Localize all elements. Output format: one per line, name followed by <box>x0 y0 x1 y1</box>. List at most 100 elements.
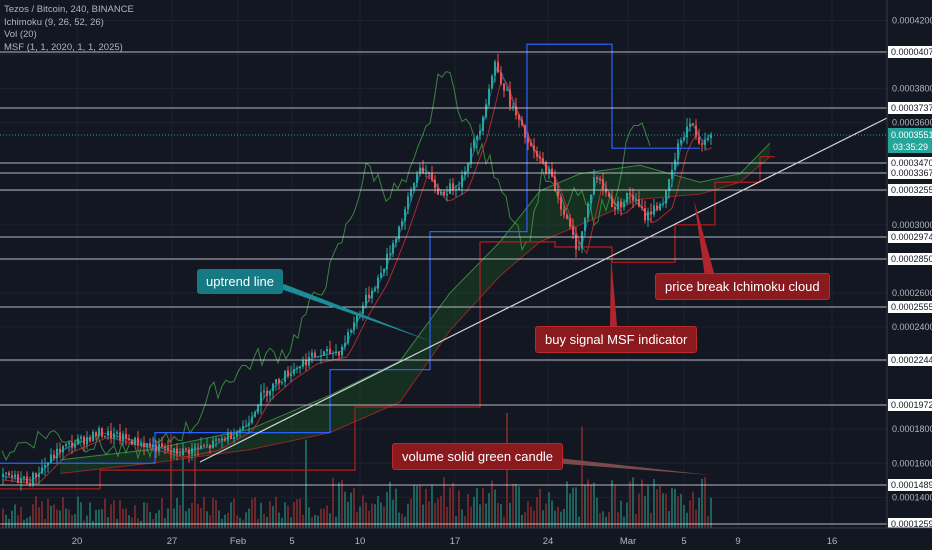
volume-bar <box>14 504 16 528</box>
volume-bar <box>410 498 412 528</box>
candle-body <box>266 390 268 396</box>
volume-bar <box>377 495 379 528</box>
candle-body <box>401 221 403 227</box>
volume-callout: volume solid green candle <box>392 443 564 470</box>
candle-body <box>344 343 346 347</box>
volume-bar <box>326 505 328 528</box>
candle-body <box>218 439 220 441</box>
candle-body <box>323 351 325 356</box>
volume-bar <box>662 493 664 528</box>
candle-body <box>20 478 22 484</box>
time-tick-label: Feb <box>230 536 246 547</box>
base-line <box>1 76 713 485</box>
ichimoku-cloud <box>59 142 771 474</box>
volume-bar <box>101 509 103 528</box>
candle-body <box>245 425 247 427</box>
price-tick-label: 0.0001400 <box>892 492 932 502</box>
volume-bar <box>497 502 499 528</box>
volume-bar <box>71 515 73 528</box>
volume-bar <box>431 484 433 528</box>
volume-bar <box>275 496 277 528</box>
candle-body <box>8 472 10 476</box>
candle-body <box>227 431 229 441</box>
volume-bar <box>572 487 574 528</box>
candle-body <box>386 253 388 270</box>
volume-bar <box>74 514 76 528</box>
level-price-box <box>888 301 932 313</box>
level-price-label: 0.00004076 <box>891 47 932 57</box>
candle-body <box>305 360 307 366</box>
volume-bar <box>263 514 265 528</box>
candle-body <box>515 106 517 116</box>
volume-bar <box>254 497 256 528</box>
volume-bar <box>209 515 211 528</box>
candle-body <box>278 379 280 384</box>
level-price-label: 0.0003737 <box>891 103 932 113</box>
volume-bar <box>317 515 319 528</box>
candle-body <box>308 357 310 366</box>
candle-body <box>446 193 448 196</box>
volume-bar <box>482 488 484 528</box>
candle-body <box>527 137 529 143</box>
candle-body <box>419 167 421 174</box>
volume-bar <box>95 509 97 528</box>
volume-bar <box>296 499 298 528</box>
candle-body <box>134 437 136 445</box>
volume-bar <box>416 485 418 528</box>
volume-bar <box>320 508 322 528</box>
volume-bar <box>335 516 337 528</box>
candle-body <box>290 373 292 377</box>
volume-bar <box>584 484 586 528</box>
volume-bar <box>218 510 220 528</box>
volume-bar <box>122 508 124 528</box>
volume-bar <box>587 479 589 528</box>
volume-bar <box>359 506 361 528</box>
candle-body <box>668 178 670 191</box>
candle-body <box>476 135 478 140</box>
buy-signal-pointer <box>610 256 617 326</box>
volume-bar <box>278 512 280 528</box>
candle-body <box>413 183 415 190</box>
cloud-span-b <box>59 156 771 474</box>
candle-body <box>77 438 79 445</box>
candle-body <box>254 412 256 417</box>
candle-body <box>485 104 487 118</box>
candle-body <box>65 444 67 447</box>
volume-bar <box>62 496 64 528</box>
level-price-label: 0.0002850 <box>891 254 932 264</box>
volume-bar <box>53 504 55 528</box>
volume-bar <box>44 518 46 528</box>
volume-bar <box>629 481 631 528</box>
candle-body <box>260 392 262 406</box>
volume-bar <box>695 509 697 528</box>
candle-body <box>56 448 58 459</box>
volume-bar <box>563 508 565 528</box>
volume-bar <box>353 488 355 528</box>
volume-bar <box>620 500 622 528</box>
candle-body <box>443 192 445 196</box>
level-price-label: 0.0001972 <box>891 400 932 410</box>
axis-bg <box>887 0 932 550</box>
volume-bar <box>494 489 496 528</box>
level-price-box <box>888 157 932 169</box>
candle-body <box>50 454 52 463</box>
candle-body <box>296 368 298 370</box>
volume-bar <box>608 511 610 528</box>
candle-body <box>395 238 397 244</box>
candle-body <box>173 448 175 453</box>
candles <box>2 53 712 491</box>
candle-body <box>104 435 106 437</box>
candle-body <box>338 351 340 356</box>
volume-bar <box>692 491 694 528</box>
lagging-span <box>1 71 651 462</box>
candle-body <box>578 248 580 250</box>
candle-body <box>524 124 526 138</box>
volume-bar <box>446 507 448 528</box>
volume-bar <box>11 510 13 528</box>
candle-body <box>695 125 697 137</box>
uptrend-line <box>199 117 888 475</box>
level-price-label: 0.0002555 <box>891 302 932 312</box>
volume-bar <box>449 487 451 528</box>
volume-bar <box>302 514 304 528</box>
